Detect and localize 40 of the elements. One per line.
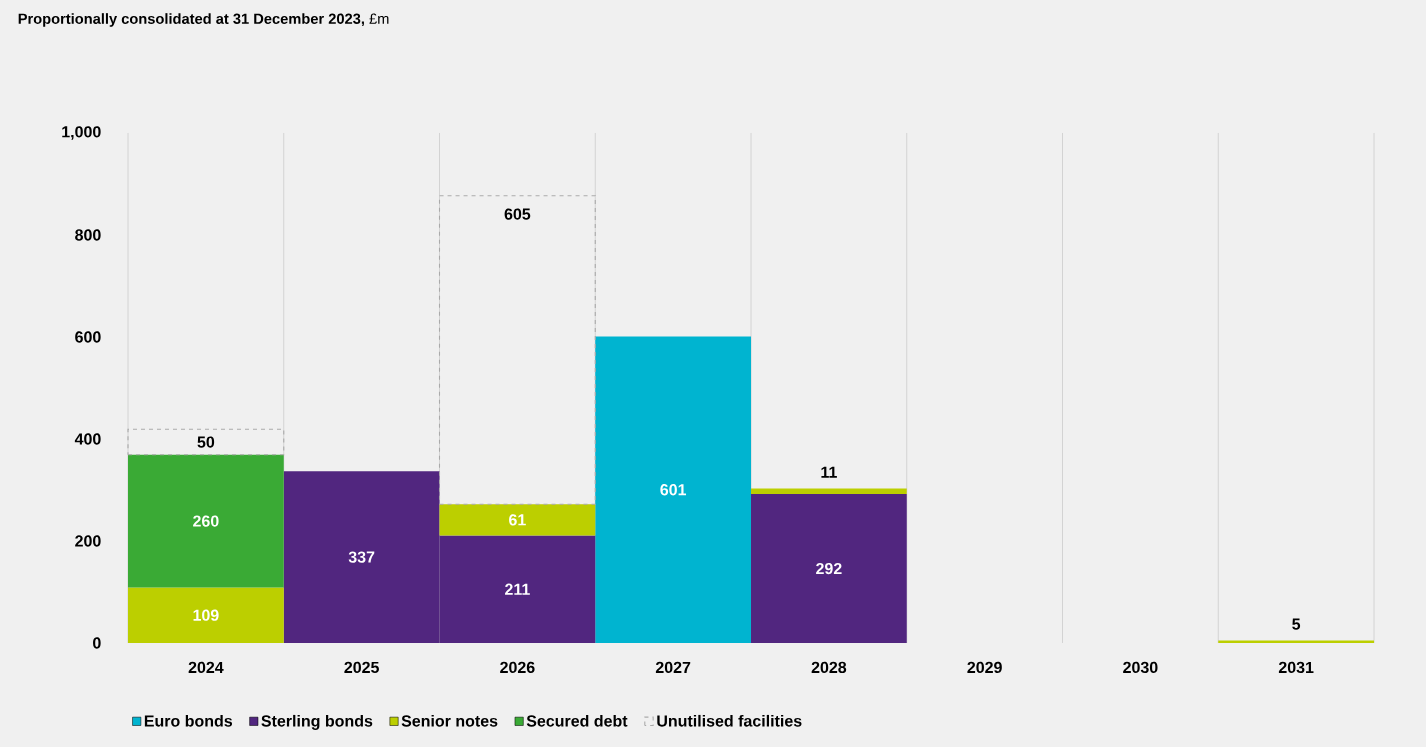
bar bbox=[751, 494, 907, 643]
data-label: 211 bbox=[505, 583, 530, 595]
x-tick-label: 2030 bbox=[1123, 661, 1158, 674]
data-label: 605 bbox=[504, 208, 531, 220]
data-label: 11 bbox=[821, 466, 837, 478]
bar bbox=[128, 587, 284, 643]
chart-title: Proportionally consolidated at 31 December 2023, £m bbox=[18, 13, 389, 27]
data-label: 337 bbox=[348, 551, 375, 563]
y-tick-label: 400 bbox=[74, 433, 101, 445]
data-label: 601 bbox=[660, 484, 687, 496]
data-label: 260 bbox=[193, 515, 219, 527]
bar bbox=[128, 454, 284, 588]
x-tick-label: 2026 bbox=[500, 661, 535, 674]
legend-label: Senior notes bbox=[401, 714, 498, 727]
legend-label: Sterling bonds bbox=[261, 714, 373, 730]
data-label: 109 bbox=[193, 609, 219, 621]
x-tick-label: 2027 bbox=[655, 661, 691, 674]
bar bbox=[127, 428, 285, 456]
data-label: 292 bbox=[816, 562, 842, 575]
x-tick-label: 2025 bbox=[344, 661, 379, 674]
y-tick-label: 600 bbox=[75, 331, 101, 343]
data-label: 5 bbox=[1292, 618, 1301, 630]
y-tick-label: 800 bbox=[75, 229, 101, 241]
data-label: 50 bbox=[197, 436, 215, 448]
x-tick-label: 2031 bbox=[1278, 661, 1314, 674]
data-label: 61 bbox=[509, 514, 526, 526]
bar bbox=[595, 336, 752, 643]
bar bbox=[751, 488, 907, 495]
legend-label: Euro bonds bbox=[144, 714, 233, 727]
y-tick-label: 1,000 bbox=[62, 126, 101, 140]
legend-label: Unutilised facilities bbox=[657, 714, 802, 727]
bar bbox=[438, 195, 596, 505]
y-tick-label: 200 bbox=[75, 535, 101, 547]
x-tick-label: 2024 bbox=[188, 661, 224, 674]
y-tick-label: 0 bbox=[93, 637, 101, 649]
legend-label: Secured debt bbox=[526, 714, 628, 727]
x-tick-label: 2029 bbox=[967, 661, 1002, 674]
bar bbox=[439, 504, 596, 536]
x-tick-label: 2028 bbox=[811, 661, 847, 674]
bar bbox=[1218, 640, 1375, 643]
